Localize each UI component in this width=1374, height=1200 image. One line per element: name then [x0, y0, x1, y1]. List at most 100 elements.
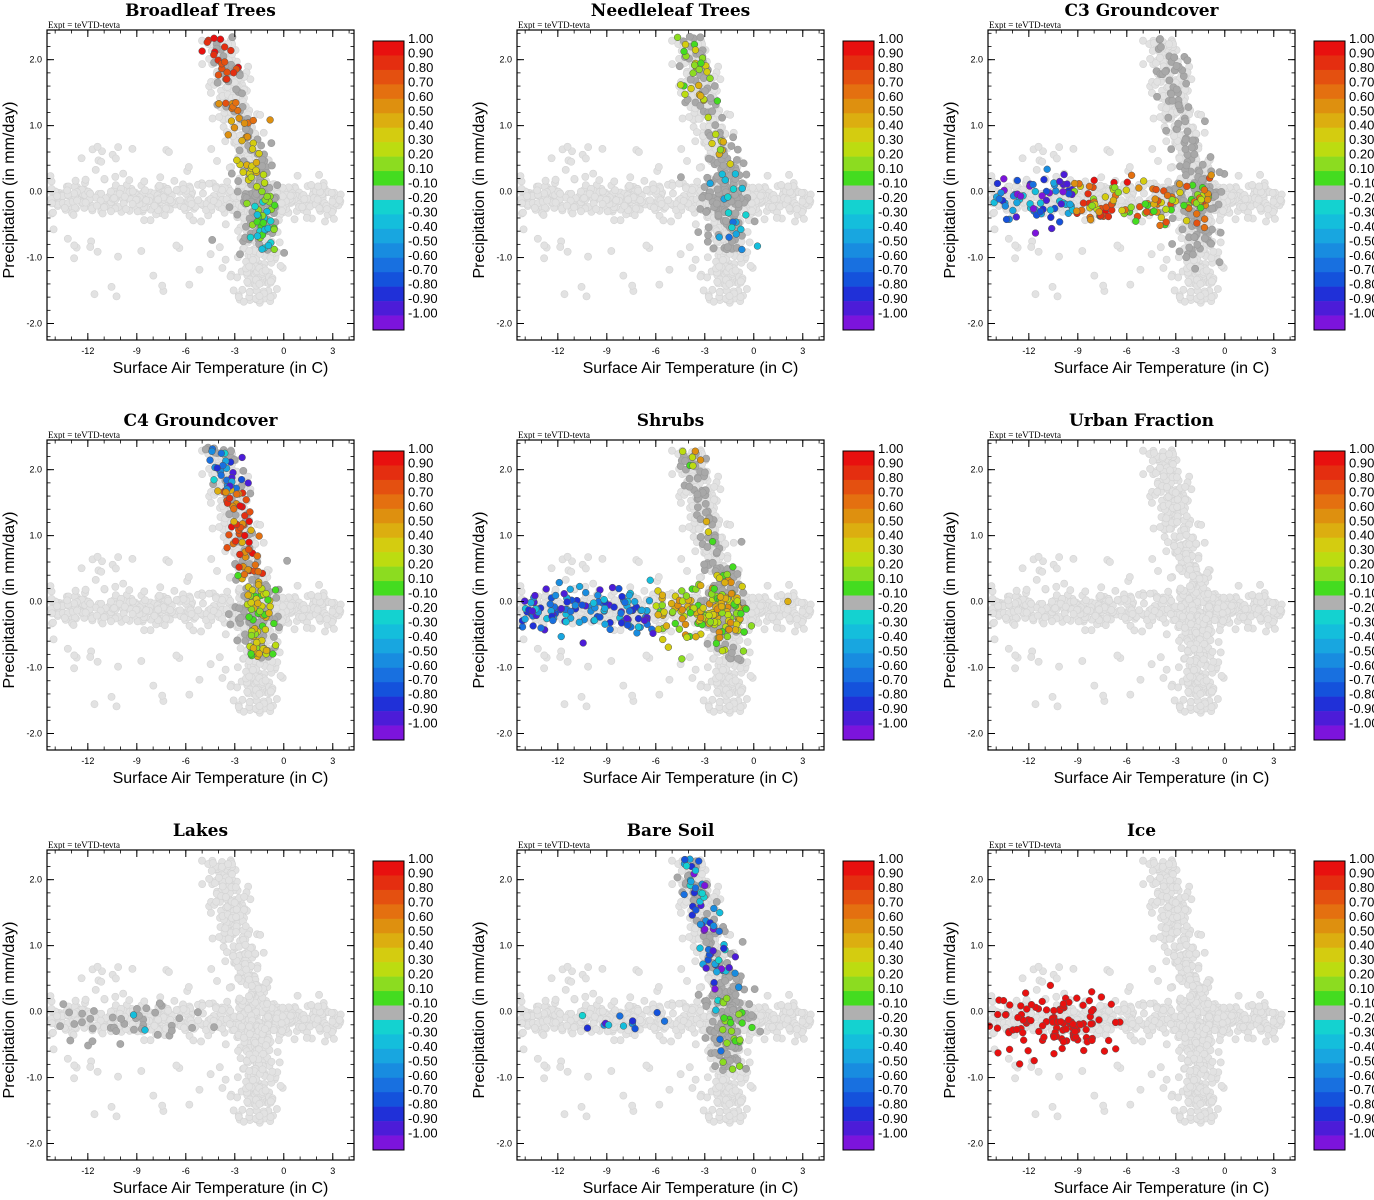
colorbar-segment — [373, 55, 404, 71]
background-point — [1011, 254, 1020, 263]
colorbar-label: -0.50 — [1349, 233, 1374, 248]
background-point — [783, 195, 792, 204]
colorbar-segment — [843, 228, 874, 244]
background-point — [155, 181, 164, 190]
inactive-point — [704, 154, 713, 163]
background-point — [266, 293, 275, 301]
data-point — [695, 81, 703, 90]
points — [988, 35, 1286, 307]
background-point — [1148, 145, 1157, 153]
background-point — [584, 143, 593, 152]
background-point — [540, 241, 549, 250]
inactive-point — [1217, 187, 1226, 196]
data-point — [270, 225, 278, 234]
background-point — [1209, 247, 1218, 256]
data-point — [1031, 229, 1040, 237]
background-point — [677, 145, 686, 153]
data-point — [1183, 182, 1191, 190]
background-point — [518, 199, 526, 208]
background-point — [610, 216, 619, 225]
data-point — [680, 47, 688, 56]
data-point — [235, 114, 243, 122]
data-point — [997, 189, 1005, 197]
background-point — [1162, 104, 1171, 113]
inactive-point — [208, 236, 217, 244]
data-point — [738, 184, 746, 193]
y-axis-label: Precipitation (in mm/day) — [942, 102, 959, 279]
inactive-point — [1156, 35, 1164, 43]
x-tick-label: -12 — [551, 346, 564, 356]
inactive-point — [228, 33, 237, 42]
background-point — [234, 293, 243, 301]
background-point — [154, 195, 162, 204]
inactive-point — [1182, 253, 1191, 262]
colorbar-segment — [843, 127, 874, 143]
background-point — [1186, 288, 1195, 297]
background-point — [327, 188, 336, 197]
background-point — [798, 197, 807, 206]
colorbar-label: -0.70 — [878, 262, 908, 277]
inactive-point — [1198, 175, 1207, 184]
data-point — [227, 117, 236, 125]
data-point — [716, 146, 725, 154]
inactive-point — [1157, 43, 1165, 51]
colorbar-label: 0.50 — [408, 103, 433, 118]
background-point — [748, 207, 756, 215]
data-point — [1182, 217, 1191, 225]
background-point — [551, 198, 560, 207]
inactive-point — [234, 177, 243, 185]
inactive-point — [709, 244, 718, 253]
background-point — [218, 264, 227, 272]
colorbar-label: 1.00 — [1349, 31, 1374, 46]
background-point — [1164, 177, 1173, 186]
background-point — [1268, 188, 1277, 197]
background-point — [1125, 163, 1134, 171]
background-point — [1243, 213, 1252, 222]
background-point — [198, 591, 207, 600]
background-point — [111, 154, 120, 163]
x-tick-label: -12 — [81, 346, 94, 356]
data-point — [1079, 199, 1088, 207]
background-point — [298, 203, 307, 211]
colorbar-label: -0.40 — [878, 219, 908, 234]
colorbar-label: 1.00 — [408, 31, 433, 46]
background-point — [1215, 216, 1224, 225]
background-point — [329, 215, 338, 223]
background-point — [1175, 293, 1184, 301]
background-point — [198, 181, 207, 190]
data-point — [243, 199, 251, 208]
colorbar-segment — [1314, 257, 1345, 273]
background-point — [207, 145, 216, 153]
background-point — [540, 189, 549, 198]
background-point — [668, 60, 677, 69]
inactive-point — [704, 192, 713, 201]
colorbar: 1.000.900.800.700.600.500.400.300.200.10… — [372, 31, 438, 331]
data-point — [230, 124, 239, 132]
background-point — [140, 626, 149, 635]
background-point — [1053, 292, 1062, 301]
background-point — [1213, 285, 1222, 293]
background-point — [1156, 243, 1165, 252]
colorbar-label: 0.20 — [408, 147, 433, 162]
colorbar-label: -0.10 — [1349, 176, 1374, 191]
background-point — [313, 195, 322, 204]
background-point — [1166, 163, 1175, 172]
inactive-point — [704, 231, 713, 240]
data-point — [697, 59, 705, 67]
background-point — [119, 169, 128, 178]
background-point — [293, 581, 302, 590]
background-point — [1140, 189, 1148, 198]
background-point — [1167, 272, 1176, 281]
data-point — [1207, 171, 1215, 179]
x-tick-label: 0 — [1222, 346, 1227, 356]
colorbar-label: 0.30 — [408, 132, 433, 147]
colorbar: 1.000.900.800.700.600.500.400.300.200.10… — [842, 31, 908, 331]
background-point — [71, 176, 80, 185]
expt-label: Expt = teVTD-tevta — [48, 430, 120, 440]
colorbar-label: 0.10 — [878, 161, 903, 176]
background-point — [634, 148, 643, 156]
background-point — [328, 197, 337, 206]
background-point — [791, 217, 799, 226]
x-axis-label: Surface Air Temperature (in C) — [113, 360, 329, 377]
